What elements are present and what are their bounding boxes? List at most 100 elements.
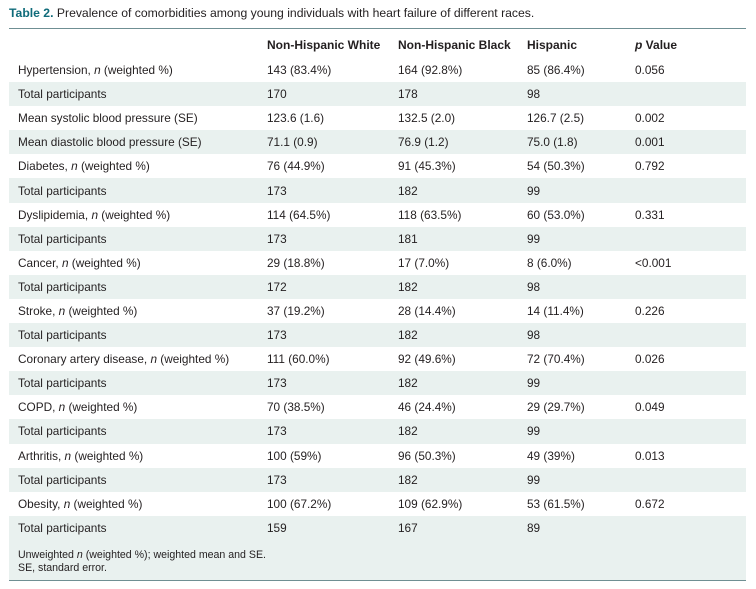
row-label-post: (weighted %): [100, 63, 173, 78]
table-label: Table 2.: [9, 6, 54, 20]
row-label-pre: Total participants: [18, 183, 107, 198]
row-label-pre: Total participants: [18, 520, 107, 535]
cell-non-hispanic-white: 159: [267, 520, 287, 535]
cell-hispanic: 29 (29.7%): [527, 400, 585, 415]
cell-p-value: 0.002: [635, 111, 665, 126]
cell-non-hispanic-black: 181: [398, 231, 418, 246]
header-non-hispanic-white: Non-Hispanic White: [267, 37, 381, 52]
cell-non-hispanic-black: 132.5 (2.0): [398, 111, 456, 126]
cell-hispanic: 99: [527, 231, 541, 246]
cell-non-hispanic-white: 172: [267, 279, 287, 294]
row-label: Arthritis, n (weighted %): [9, 444, 258, 468]
row-label-pre: Hypertension,: [18, 63, 95, 78]
row-label-post: (weighted %): [98, 207, 171, 222]
cell-p-value: [626, 82, 746, 106]
cell-non-hispanic-black: 182: [398, 424, 418, 439]
row-label: Total participants: [9, 419, 258, 443]
row-label-ital: n: [94, 63, 101, 78]
footnote-line-1-italic: n: [76, 548, 83, 561]
row-label: Total participants: [9, 275, 258, 299]
row-label-pre: Total participants: [18, 231, 107, 246]
row-label: Stroke, n (weighted %): [9, 299, 258, 323]
row-label-pre: Dyslipidemia,: [18, 207, 92, 222]
table-row: Hypertension, n (weighted %) 143 (83.4%) 1…: [9, 58, 746, 82]
row-label-post: (weighted %): [68, 255, 141, 270]
row-label-pre: Mean diastolic blood pressure (SE): [18, 135, 202, 150]
cell-p-value: 0.026: [635, 352, 665, 367]
row-label: Hypertension, n (weighted %): [9, 58, 258, 82]
table-header: Non-Hispanic White Non-Hispanic Black Hi…: [9, 29, 746, 58]
cell-non-hispanic-black: 167: [398, 520, 418, 535]
cell-non-hispanic-white: 71.1 (0.9): [267, 135, 318, 150]
row-label: Diabetes, n (weighted %): [9, 154, 258, 178]
cell-hispanic: 99: [527, 183, 541, 198]
cell-p-value: 0.013: [635, 448, 665, 463]
cell-p-value: 0.331: [635, 207, 665, 222]
cell-hispanic: 98: [527, 328, 541, 343]
table-row: Dyslipidemia, n (weighted %) 114 (64.5%) 1…: [9, 203, 746, 227]
table-row: Total participants 170 178 98: [9, 82, 746, 107]
row-label-pre: Stroke,: [18, 303, 59, 318]
cell-non-hispanic-white: 29 (18.8%): [267, 255, 325, 270]
cell-p-value: [626, 227, 746, 251]
comorbidity-table: Non-Hispanic White Non-Hispanic Black Hi…: [9, 29, 746, 540]
cell-non-hispanic-white: 70 (38.5%): [267, 400, 325, 415]
cell-non-hispanic-black: 76.9 (1.2): [398, 135, 449, 150]
cell-non-hispanic-black: 92 (49.6%): [398, 352, 456, 367]
row-label-post: (weighted %): [65, 400, 138, 415]
cell-non-hispanic-black: 182: [398, 376, 418, 391]
row-label: Cancer, n (weighted %): [9, 251, 258, 275]
row-label-post: (weighted %): [65, 303, 138, 318]
table-row: Total participants 173 182 99: [9, 371, 746, 396]
cell-non-hispanic-black: 17 (7.0%): [398, 255, 450, 270]
table-row: Mean systolic blood pressure (SE) 123.6 (…: [9, 106, 746, 130]
header-non-hispanic-black: Non-Hispanic Black: [398, 37, 511, 52]
cell-p-value: [626, 371, 746, 395]
row-label: Total participants: [9, 468, 258, 492]
cell-p-value: [626, 275, 746, 299]
table-row: Total participants 159 167 89: [9, 515, 746, 540]
row-label-ital: n: [63, 496, 71, 511]
cell-p-value: 0.672: [635, 496, 665, 511]
header-p-rest: Value: [642, 37, 678, 52]
cell-hispanic: 89: [527, 520, 541, 535]
cell-non-hispanic-black: 96 (50.3%): [398, 448, 456, 463]
row-label-pre: Diabetes,: [18, 159, 72, 174]
table-row: Stroke, n (weighted %) 37 (19.2%) 28 (14.4…: [9, 299, 746, 323]
top-rule: [9, 28, 746, 29]
table-row: Total participants 173 182 98: [9, 323, 746, 348]
cell-non-hispanic-black: 178: [398, 87, 418, 102]
row-label: COPD, n (weighted %): [9, 395, 258, 419]
row-label-pre: Total participants: [18, 87, 107, 102]
table-row: Diabetes, n (weighted %) 76 (44.9%) 91 (45…: [9, 154, 746, 178]
cell-hispanic: 60 (53.0%): [527, 207, 585, 222]
table-row: Mean diastolic blood pressure (SE) 71.1 (…: [9, 130, 746, 155]
row-label-pre: Cancer,: [18, 255, 62, 270]
cell-non-hispanic-white: 170: [267, 87, 287, 102]
cell-p-value: [626, 323, 746, 347]
header-hispanic: Hispanic: [527, 37, 578, 52]
row-label: Obesity, n (weighted %): [9, 492, 258, 516]
row-label: Dyslipidemia, n (weighted %): [9, 203, 258, 227]
row-label: Coronary artery disease, n (weighted %): [9, 347, 258, 371]
row-label: Mean diastolic blood pressure (SE): [9, 130, 258, 154]
cell-non-hispanic-white: 100 (59%): [267, 448, 322, 463]
table-caption: Table 2. Prevalence of comorbidities amo…: [9, 6, 534, 20]
table-row: Arthritis, n (weighted %) 100 (59%) 96 (50…: [9, 444, 746, 468]
cell-p-value: 0.049: [635, 400, 665, 415]
row-label: Total participants: [9, 178, 258, 202]
footnote-line-1: Unweighted n (weighted %); weighted mean…: [18, 549, 746, 562]
cell-hispanic: 53 (61.5%): [527, 496, 585, 511]
cell-non-hispanic-black: 109 (62.9%): [398, 496, 463, 511]
row-label-ital: n: [150, 352, 158, 367]
cell-hispanic: 126.7 (2.5): [527, 111, 585, 126]
row-label-post: (weighted %): [77, 159, 150, 174]
table-row: COPD, n (weighted %) 70 (38.5%) 46 (24.4%)…: [9, 395, 746, 419]
cell-non-hispanic-white: 173: [267, 183, 287, 198]
row-label-pre: Total participants: [18, 328, 107, 343]
row-label: Total participants: [9, 323, 258, 347]
table-caption-text: Prevalence of comorbidities among young …: [56, 6, 535, 20]
cell-hispanic: 49 (39%): [527, 448, 575, 463]
row-label: Total participants: [9, 82, 258, 106]
row-label: Total participants: [9, 227, 258, 251]
